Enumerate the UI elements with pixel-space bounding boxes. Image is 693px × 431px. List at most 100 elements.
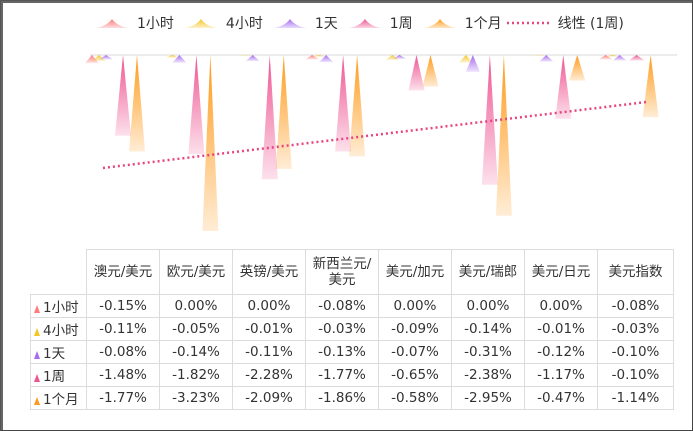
bar-4-7[interactable] — [642, 55, 659, 118]
legend-item-4[interactable]: 1个月 — [423, 13, 502, 33]
row-label: 1个月 — [43, 392, 79, 408]
triangle-icon — [34, 351, 40, 359]
bar-1-7[interactable] — [605, 55, 620, 57]
bar-4-5[interactable] — [495, 55, 512, 216]
legend-item-3[interactable]: 1周 — [348, 13, 413, 33]
column-header-5: 美元/瑞郎 — [451, 249, 525, 295]
column-header-text: 英镑/美元 — [239, 264, 299, 280]
bar-3-6[interactable] — [555, 55, 572, 119]
table-cell: -0.14% — [159, 340, 233, 364]
table-row: 1周 -1.48% -1.82% -2.28% -1.77% -0.65% -2.38% -1… — [30, 363, 674, 387]
table-cell: -0.10% — [597, 363, 674, 387]
bar-0-0[interactable] — [85, 55, 99, 64]
bar-3-3[interactable] — [335, 55, 352, 152]
table-cell: -0.07% — [378, 340, 452, 364]
bar-2-0[interactable] — [99, 55, 113, 60]
bar-0-7[interactable] — [598, 55, 613, 60]
bar-2-6[interactable] — [539, 55, 554, 62]
table-cell: -0.09% — [378, 317, 452, 341]
bar-3-5[interactable] — [481, 55, 498, 185]
table-cell: -0.01% — [232, 317, 306, 341]
bar-2-5[interactable] — [465, 55, 480, 72]
column-header-6: 美元/日元 — [524, 249, 598, 295]
legend-label: 1天 — [314, 16, 338, 32]
row-label: 1周 — [43, 369, 66, 385]
bar-1-6[interactable] — [532, 55, 547, 56]
legend-item-1[interactable]: 4小时 — [184, 13, 263, 33]
bar-3-7[interactable] — [628, 55, 645, 61]
table-cell: -3.23% — [159, 386, 233, 410]
column-header-text: 澳元/美元 — [93, 264, 153, 280]
row-header: 1小时 — [30, 294, 87, 318]
table-cell: 0.00% — [232, 294, 306, 318]
bar-4-2[interactable] — [275, 55, 292, 169]
table-cell: -1.14% — [597, 386, 674, 410]
table-cell: -0.01% — [524, 317, 598, 341]
bar-2-2[interactable] — [245, 55, 260, 61]
triangle-icon — [34, 328, 40, 336]
table-corner-cell — [30, 249, 87, 295]
row-label: 4小时 — [43, 323, 79, 339]
bar-1-3[interactable] — [312, 55, 327, 57]
bar-3-1[interactable] — [188, 55, 205, 155]
row-header: 4小时 — [30, 317, 87, 341]
legend-item-5[interactable]: 线性 (1周) — [506, 13, 624, 33]
bar-1-5[interactable] — [458, 55, 473, 63]
bar-4-1[interactable] — [202, 55, 219, 232]
table-cell: -1.17% — [524, 363, 598, 387]
table-cell: 0.00% — [524, 294, 598, 318]
table-cell: -1.77% — [86, 386, 160, 410]
column-header-text: 美元/日元 — [531, 264, 591, 280]
bar-2-1[interactable] — [172, 55, 187, 63]
legend-item-0[interactable]: 1小时 — [95, 13, 174, 33]
legend-label: 1个月 — [464, 16, 502, 32]
table-cell: -0.11% — [86, 317, 160, 341]
triangle-icon — [423, 19, 456, 28]
table-cell: -0.14% — [451, 317, 525, 341]
triangle-icon — [96, 19, 128, 28]
bar-0-3[interactable] — [305, 55, 320, 60]
column-header-text: 美元/瑞郎 — [458, 264, 518, 280]
bar-4-3[interactable] — [349, 55, 366, 157]
table-row: 4小时 -0.11% -0.05% -0.01% -0.03% -0.09% -0.14% -… — [30, 317, 674, 341]
column-header-0: 澳元/美元 — [86, 249, 160, 295]
dotted-line-icon — [506, 21, 549, 25]
table-header-row: 澳元/美元 欧元/美元 英镑/美元 新西兰元/美元 美元/加元 美元/瑞郎 美元/日元 美元指… — [30, 249, 674, 295]
table-cell: -0.31% — [451, 340, 525, 364]
bar-3-0[interactable] — [115, 55, 131, 136]
bar-series-group — [85, 55, 659, 232]
triangle-icon — [34, 305, 40, 313]
column-header-text: 美元指数 — [608, 264, 663, 280]
bar-1-2[interactable] — [238, 55, 253, 56]
table-cell: -1.77% — [305, 363, 379, 387]
table-row: 1天 -0.08% -0.14% -0.11% -0.13% -0.07% -0.31% -0… — [30, 340, 674, 364]
table-cell: -0.12% — [524, 340, 598, 364]
data-table: 澳元/美元 欧元/美元 英镑/美元 新西兰元/美元 美元/加元 美元/瑞郎 美元/日元 美元指… — [30, 249, 674, 410]
bar-1-0[interactable] — [92, 55, 106, 61]
table-cell: -0.05% — [159, 317, 233, 341]
table-cell: -0.03% — [597, 317, 674, 341]
bar-3-2[interactable] — [261, 55, 278, 180]
bar-1-1[interactable] — [165, 55, 180, 58]
column-header-1: 欧元/美元 — [159, 249, 233, 295]
bar-4-0[interactable] — [129, 55, 145, 152]
bar-2-4[interactable] — [392, 55, 407, 59]
legend-label: 1周 — [389, 16, 413, 32]
table-cell: -0.10% — [597, 340, 674, 364]
bar-2-7[interactable] — [612, 55, 627, 61]
trendline — [102, 100, 647, 170]
triangle-icon — [348, 19, 381, 28]
table-cell: 0.00% — [159, 294, 233, 318]
table-row: 1个月 -1.77% -3.23% -2.09% -1.86% -0.58% -2.95% -… — [30, 386, 674, 410]
column-header-text: 美元/加元 — [385, 264, 445, 280]
column-header-3: 新西兰元/美元 — [305, 249, 379, 295]
bar-4-4[interactable] — [422, 55, 439, 87]
legend-item-2[interactable]: 1天 — [273, 13, 338, 33]
column-header-7: 美元指数 — [597, 249, 674, 295]
bar-4-6[interactable] — [569, 55, 586, 81]
bar-2-3[interactable] — [319, 55, 334, 63]
table-cell: -2.28% — [232, 363, 306, 387]
table-cell: -1.48% — [86, 363, 160, 387]
table-cell: -0.47% — [524, 386, 598, 410]
bar-3-4[interactable] — [408, 55, 425, 91]
